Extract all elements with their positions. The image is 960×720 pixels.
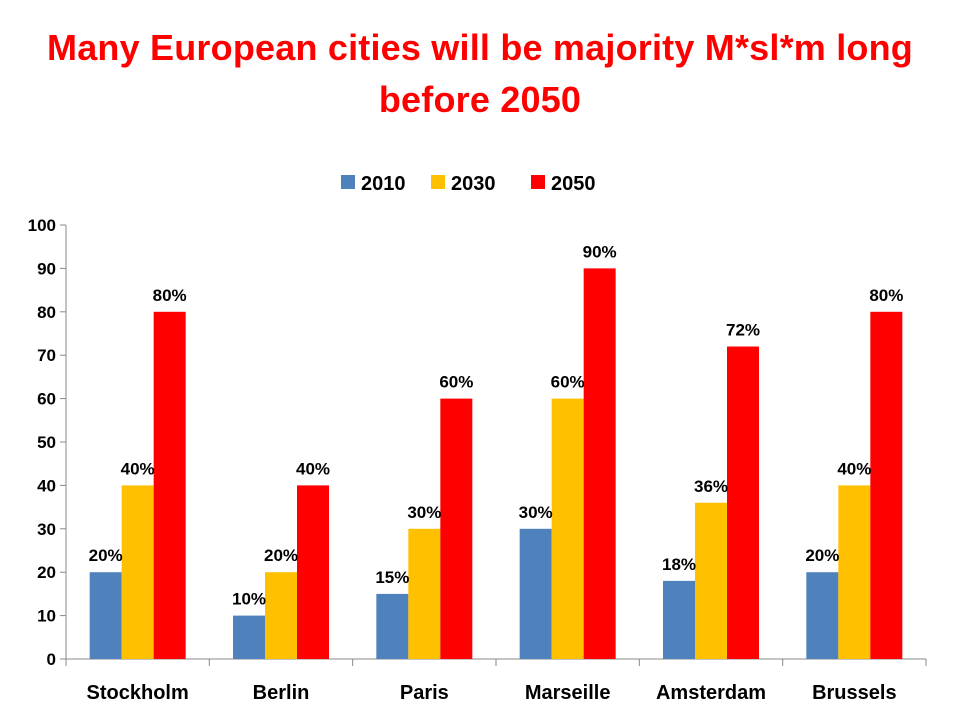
legend-label: 2030 (451, 173, 496, 195)
y-tick-label: 30 (37, 520, 56, 539)
data-label: 80% (153, 286, 187, 305)
data-label: 30% (519, 503, 553, 522)
data-label: 40% (837, 459, 871, 478)
x-category-label: Berlin (253, 682, 310, 704)
legend-swatch-2030 (431, 175, 445, 189)
y-tick-label: 40 (37, 476, 56, 495)
y-tick-label: 0 (47, 650, 56, 669)
bar-2010 (663, 580, 695, 659)
bar-2050 (440, 398, 473, 659)
bar-2010 (89, 572, 122, 659)
data-label: 20% (805, 546, 839, 565)
data-label: 18% (662, 555, 696, 574)
bar-2050 (727, 346, 759, 659)
bar-2050 (583, 268, 616, 659)
data-label: 15% (375, 568, 409, 587)
data-label: 60% (439, 373, 473, 392)
data-label: 20% (264, 546, 298, 565)
legend-swatch-2010 (341, 175, 355, 189)
chart-title: Many European cities will be majority M*… (47, 27, 913, 120)
x-category-label: Brussels (812, 682, 897, 704)
data-label: 10% (232, 590, 266, 609)
bar-2010 (233, 615, 265, 659)
bar-2030 (551, 398, 584, 659)
y-tick-label: 10 (37, 607, 56, 626)
y-tick-label: 70 (37, 346, 56, 365)
legend: 2010 2030 2050 (341, 173, 596, 195)
bar-2030 (695, 502, 727, 659)
data-label: 80% (869, 286, 903, 305)
x-axis: Stockholm Berlin Paris Marseille Amsterdam Br… (65, 658, 927, 704)
x-category-label: Paris (400, 682, 449, 704)
y-axis: 0 10 20 30 40 50 60 70 80 90 100 (28, 216, 67, 669)
x-category-label: Marseille (525, 682, 611, 704)
x-category-label: Amsterdam (656, 682, 766, 704)
data-label: 36% (694, 477, 728, 496)
y-tick-label: 60 (37, 390, 56, 409)
data-label: 72% (726, 321, 760, 340)
bar-2050 (870, 311, 903, 659)
y-tick-label: 20 (37, 563, 56, 582)
bars (89, 268, 903, 659)
legend-label: 2010 (361, 173, 406, 195)
legend-label: 2050 (551, 173, 596, 195)
bar-2050 (297, 485, 329, 659)
data-label: 60% (551, 373, 585, 392)
bar-2030 (838, 485, 871, 659)
bar-2030 (265, 572, 297, 659)
y-tick-label: 80 (37, 303, 56, 322)
y-tick-label: 100 (28, 216, 56, 235)
bar-2010 (519, 528, 552, 659)
data-label: 40% (296, 459, 330, 478)
data-label: 30% (407, 503, 441, 522)
data-label: 40% (121, 459, 155, 478)
data-labels: 20% 40% 80% 10% 20% 40% 15% 30% 60% 30% 60% 90% 18% 3… (89, 242, 904, 608)
bar-2010 (376, 593, 409, 659)
bar-2010 (806, 572, 839, 659)
data-label: 20% (89, 546, 123, 565)
x-category-label: Stockholm (87, 682, 189, 704)
y-tick-label: 50 (37, 433, 56, 452)
legend-swatch-2050 (531, 175, 545, 189)
data-label: 90% (583, 242, 617, 261)
bar-2030 (121, 485, 154, 659)
bar-2050 (153, 311, 186, 659)
bar-2030 (408, 528, 441, 659)
y-tick-label: 90 (37, 259, 56, 278)
